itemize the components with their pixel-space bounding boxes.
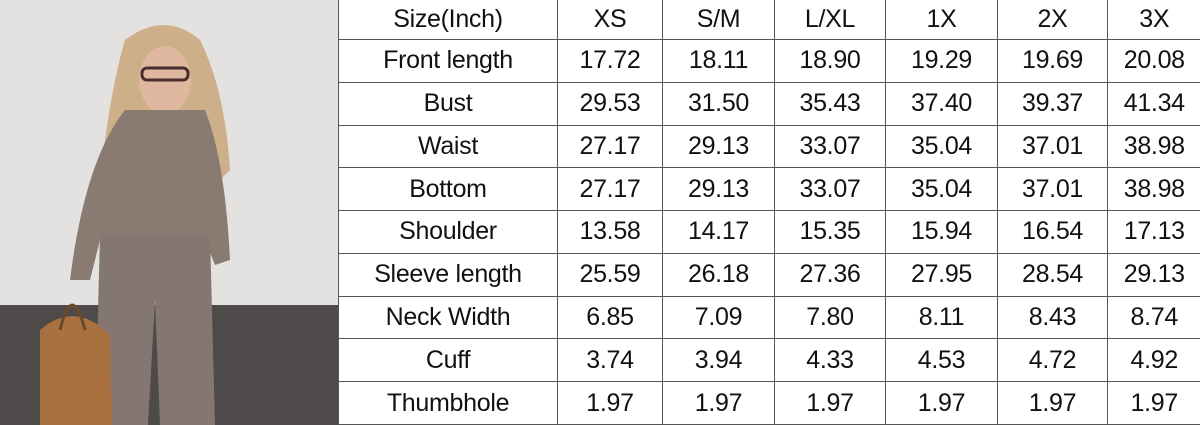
measurement-cell: 15.94 [885,210,998,254]
table-row: Cuff 3.74 3.94 4.33 4.53 4.72 4.92 [338,338,1200,383]
measurement-cell: 1.97 [1107,381,1200,425]
header-3x: 3X [1107,0,1200,40]
measurement-cell: 16.54 [997,210,1108,254]
measurement-cell: 33.07 [774,167,886,212]
measurement-cell: 39.37 [997,81,1108,126]
size-chart-table: Size(Inch) XS S/M L/XL 1X 2X 3X Front le… [338,0,1200,425]
measurement-cell: 17.13 [1107,210,1200,254]
measurement-cell: 19.29 [885,39,998,83]
measurement-cell: 28.54 [997,252,1108,297]
row-label: Front length [338,39,558,83]
table-row: Bust 29.53 31.50 35.43 37.40 39.37 41.34 [338,81,1200,126]
measurement-cell: 33.07 [774,124,886,169]
header-row: Size(Inch) XS S/M L/XL 1X 2X 3X [338,0,1200,40]
measurement-cell: 38.98 [1107,124,1200,169]
measurement-cell: 29.13 [1107,252,1200,297]
measurement-cell: 8.74 [1107,295,1200,340]
measurement-cell: 37.01 [997,124,1108,169]
glasses [140,66,190,82]
measurement-cell: 35.04 [885,124,998,169]
measurement-cell: 17.72 [557,39,663,83]
table-row: Shoulder 13.58 14.17 15.35 15.94 16.54 17.13 [338,210,1200,254]
measurement-cell: 27.17 [557,167,663,212]
measurement-cell: 1.97 [557,381,663,425]
bag-handle [58,303,87,331]
header-1x: 1X [885,0,998,40]
measurement-cell: 7.80 [774,295,886,340]
table-row: Sleeve length 25.59 26.18 27.36 27.95 28.54 29… [338,252,1200,297]
table-row: Front length 17.72 18.11 18.90 19.29 19.69 20.… [338,39,1200,83]
row-label: Sleeve length [338,252,558,297]
table-row: Neck Width 6.85 7.09 7.80 8.11 8.43 8.74 [338,295,1200,340]
measurement-cell: 1.97 [774,381,886,425]
measurement-cell: 8.11 [885,295,998,340]
measurement-cell: 3.94 [662,338,775,383]
measurement-cell: 31.50 [662,81,775,126]
pants [95,235,215,425]
header-lxl: L/XL [774,0,886,40]
measurement-cell: 35.43 [774,81,886,126]
measurement-cell: 27.17 [557,124,663,169]
measurement-cell: 29.53 [557,81,663,126]
measurement-cell: 19.69 [997,39,1108,83]
measurement-cell: 4.33 [774,338,886,383]
measurement-cell: 1.97 [997,381,1108,425]
row-label: Thumbhole [338,381,558,425]
measurement-cell: 25.59 [557,252,663,297]
row-label: Waist [338,124,558,169]
measurement-cell: 29.13 [662,124,775,169]
row-label: Neck Width [338,295,558,340]
measurement-cell: 1.97 [885,381,998,425]
measurement-cell: 3.74 [557,338,663,383]
measurement-cell: 8.43 [997,295,1108,340]
measurement-cell: 4.92 [1107,338,1200,383]
product-photo [0,0,338,425]
row-label: Shoulder [338,210,558,254]
header-2x: 2X [997,0,1108,40]
measurement-cell: 29.13 [662,167,775,212]
row-label: Bust [338,81,558,126]
measurement-cell: 27.95 [885,252,998,297]
measurement-cell: 26.18 [662,252,775,297]
measurement-cell: 15.35 [774,210,886,254]
header-xs: XS [557,0,663,40]
table-row: Thumbhole 1.97 1.97 1.97 1.97 1.97 1.97 [338,381,1200,425]
measurement-cell: 20.08 [1107,39,1200,83]
measurement-cell: 35.04 [885,167,998,212]
measurement-cell: 13.58 [557,210,663,254]
header-size: Size(Inch) [338,0,558,40]
measurement-cell: 41.34 [1107,81,1200,126]
measurement-cell: 6.85 [557,295,663,340]
measurement-cell: 37.01 [997,167,1108,212]
measurement-cell: 14.17 [662,210,775,254]
table-row: Bottom 27.17 29.13 33.07 35.04 37.01 38.98 [338,167,1200,212]
measurement-cell: 1.97 [662,381,775,425]
row-label: Bottom [338,167,558,212]
table-row: Waist 27.17 29.13 33.07 35.04 37.01 38.98 [338,124,1200,169]
measurement-cell: 4.72 [997,338,1108,383]
measurement-cell: 37.40 [885,81,998,126]
row-label: Cuff [338,338,558,383]
measurement-cell: 18.11 [662,39,775,83]
measurement-cell: 4.53 [885,338,998,383]
header-sm: S/M [662,0,775,40]
measurement-cell: 27.36 [774,252,886,297]
bag [40,316,112,425]
measurement-cell: 38.98 [1107,167,1200,212]
measurement-cell: 18.90 [774,39,886,83]
measurement-cell: 7.09 [662,295,775,340]
